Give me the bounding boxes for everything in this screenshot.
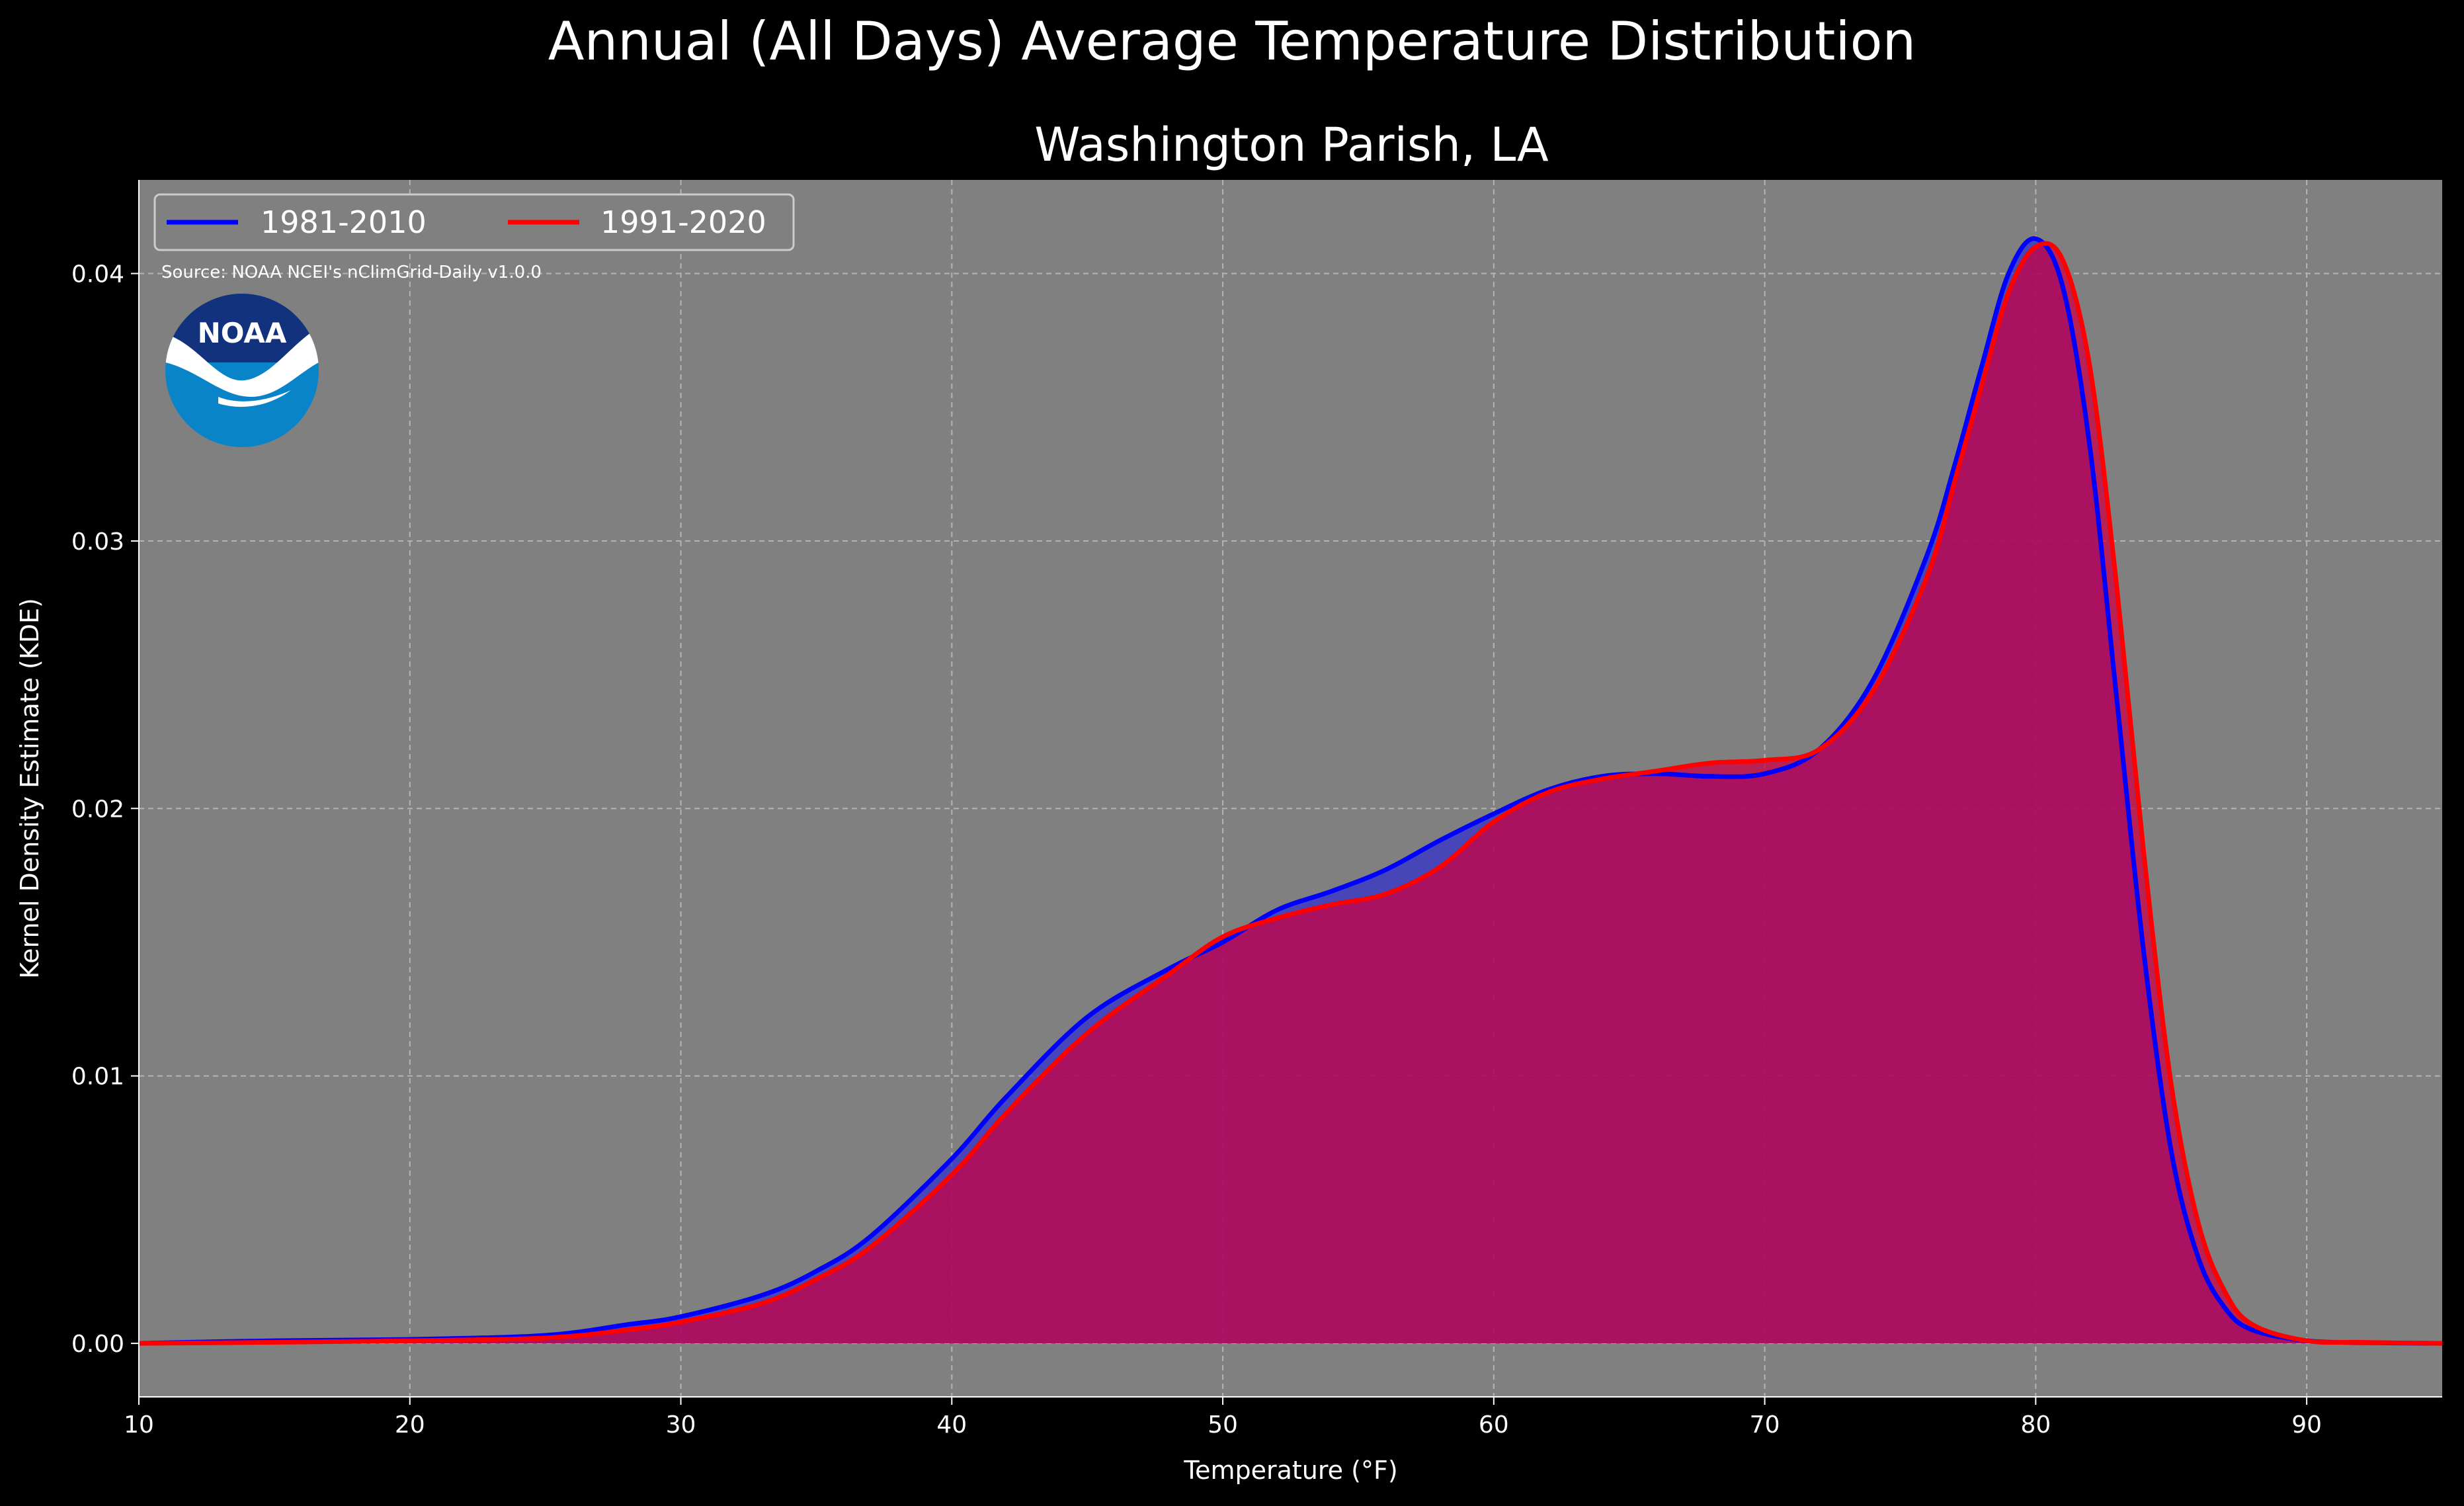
y-tick-label: 0.02 [71,796,124,823]
x-tick-label: 80 [2020,1411,2051,1439]
x-tick-label: 90 [2291,1411,2322,1439]
y-tick-label: 0.01 [71,1064,124,1091]
x-tick-label: 10 [124,1411,154,1439]
x-axis: 10 20 30 40 50 60 70 80 90 [124,1396,2442,1439]
series-line-1981-2010 [138,236,2443,1346]
y-tick-label: 0.00 [71,1331,124,1358]
source-note: Source: NOAA NCEI's nClimGrid-Daily v1.0… [161,263,542,282]
legend-label-1981-2010: 1981-2010 [261,204,427,240]
x-tick-label: 70 [1750,1411,1780,1439]
chart-title: Annual (All Days) Average Temperature Di… [548,11,1916,72]
series-fill-1991-2020 [139,243,2442,1344]
noaa-logo: NOAA [165,294,319,447]
y-tick-label: 0.03 [71,528,124,556]
x-tick-label: 50 [1208,1411,1238,1439]
x-axis-label: Temperature (°F) [1183,1456,1397,1485]
chart-subtitle: Washington Parish, LA [1034,118,1549,172]
y-tick-label: 0.04 [71,261,124,288]
y-axis-label: Kernel Density Estimate (KDE) [15,598,44,979]
series-line-1991-2020 [138,241,2443,1346]
x-tick-label: 40 [936,1411,967,1439]
legend: 1981-2010 1991-2020 [153,193,795,251]
y-axis: 0.00 0.01 0.02 0.03 0.04 [71,180,140,1397]
legend-box [153,193,795,251]
noaa-logo-text: NOAA [198,317,287,349]
x-tick-label: 30 [666,1411,696,1439]
legend-label-1991-2020: 1991-2020 [600,204,766,240]
series-fills [139,238,2442,1344]
x-tick-label: 60 [1479,1411,1509,1439]
x-tick-label: 20 [395,1411,425,1439]
series-lines [138,236,2443,1346]
